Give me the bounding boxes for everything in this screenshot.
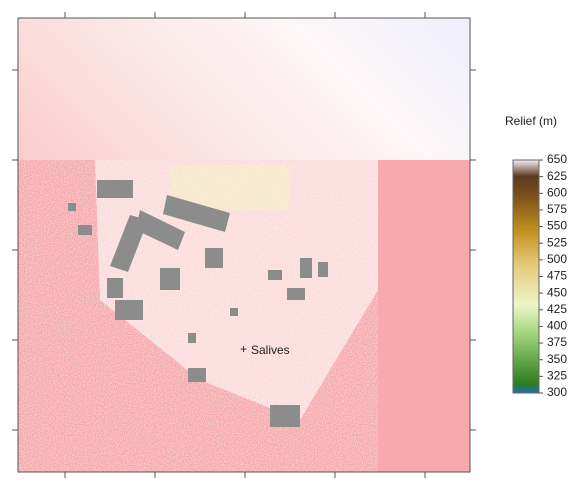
legend-tick-label: 300 bbox=[547, 385, 567, 399]
legend-tick-label: 525 bbox=[547, 235, 567, 249]
legend-tick-label: 625 bbox=[547, 169, 567, 183]
legend-ticks: 650 625 600 575 550 525 500 475 450 425 400 375 350 3… bbox=[539, 152, 567, 399]
legend-tick-label: 375 bbox=[547, 335, 567, 349]
legend-tick-label: 425 bbox=[547, 302, 567, 316]
legend: Relief (m) 650 625 600 575 550 525 500 475 450 42… bbox=[505, 114, 567, 399]
legend-tick-label: 600 bbox=[547, 185, 567, 199]
map-figure: + Salives Relief (m) 650 625 600 575 550 525 5… bbox=[0, 0, 576, 482]
legend-tick-label: 475 bbox=[547, 269, 567, 283]
page: {"map": {"place_label": "Salives", "lege… bbox=[0, 0, 576, 482]
legend-tick-label: 575 bbox=[547, 202, 567, 216]
colorbar bbox=[513, 160, 539, 393]
legend-tick-label: 500 bbox=[547, 252, 567, 266]
legend-tick-label: 650 bbox=[547, 152, 567, 166]
place-marker: + bbox=[240, 342, 247, 356]
terrain-edge bbox=[378, 160, 470, 472]
legend-tick-label: 550 bbox=[547, 219, 567, 233]
legend-tick-label: 325 bbox=[547, 369, 567, 383]
place-label: Salives bbox=[251, 343, 290, 357]
legend-tick-label: 350 bbox=[547, 352, 567, 366]
legend-title: Relief (m) bbox=[505, 114, 557, 128]
legend-tick-label: 400 bbox=[547, 319, 567, 333]
legend-tick-label: 450 bbox=[547, 285, 567, 299]
map-area: + Salives bbox=[12, 12, 476, 478]
